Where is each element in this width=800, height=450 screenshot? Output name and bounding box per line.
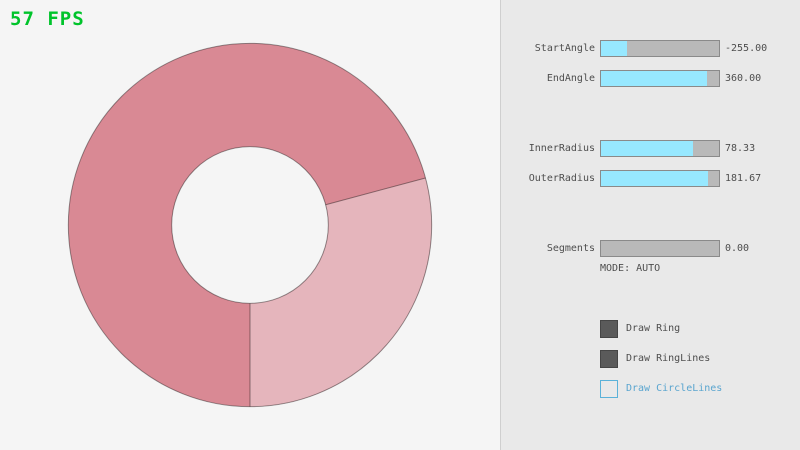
checkbox-label: Draw Ring	[626, 323, 681, 334]
segments-slider[interactable]	[600, 240, 720, 257]
fps-counter: 57 FPS	[10, 8, 85, 30]
panel-divider	[500, 0, 501, 450]
slider-value: -255.00	[725, 43, 768, 54]
slider-label: EndAngle	[546, 73, 595, 84]
slider-row-segments: Segments 0.00	[500, 240, 800, 257]
slider-label: StartAngle	[534, 43, 595, 54]
draw-circle-lines-checkbox[interactable]	[600, 380, 618, 398]
outer-radius-slider[interactable]	[600, 170, 720, 187]
start-angle-slider[interactable]	[600, 40, 720, 57]
slider-row-end-angle: EndAngle 360.00	[500, 70, 800, 87]
draw-ring-checkbox[interactable]	[600, 320, 618, 338]
slider-label: OuterRadius	[528, 173, 595, 184]
slider-label: InnerRadius	[528, 143, 595, 154]
segments-mode-text: MODE: AUTO	[600, 263, 661, 274]
slider-row-outer-radius: OuterRadius 181.67	[500, 170, 800, 187]
checkbox-row-draw-ring: Draw Ring	[600, 320, 800, 338]
slider-row-start-angle: StartAngle -255.00	[500, 40, 800, 57]
slider-fill	[601, 41, 627, 56]
end-angle-slider[interactable]	[600, 70, 720, 87]
draw-ring-lines-checkbox[interactable]	[600, 350, 618, 368]
checkbox-label: Draw CircleLines	[626, 383, 723, 394]
inner-radius-slider[interactable]	[600, 140, 720, 157]
checkbox-label: Draw RingLines	[626, 353, 711, 364]
slider-label: Segments	[546, 243, 595, 254]
slider-fill	[601, 141, 694, 156]
slider-value: 78.33	[725, 143, 756, 154]
ring-chart	[67, 42, 433, 408]
slider-row-inner-radius: InnerRadius 78.33	[500, 140, 800, 157]
checkbox-row-draw-circle-lines: Draw CircleLines	[600, 380, 800, 398]
slider-fill	[601, 71, 708, 86]
control-panel: StartAngle -255.00 EndAngle 360.00 Inner…	[500, 0, 800, 450]
slider-value: 181.67	[725, 173, 762, 184]
slider-value: 360.00	[725, 73, 762, 84]
checkbox-row-draw-ring-lines: Draw RingLines	[600, 350, 800, 368]
slider-value: 0.00	[725, 243, 750, 254]
slider-fill	[601, 171, 709, 186]
